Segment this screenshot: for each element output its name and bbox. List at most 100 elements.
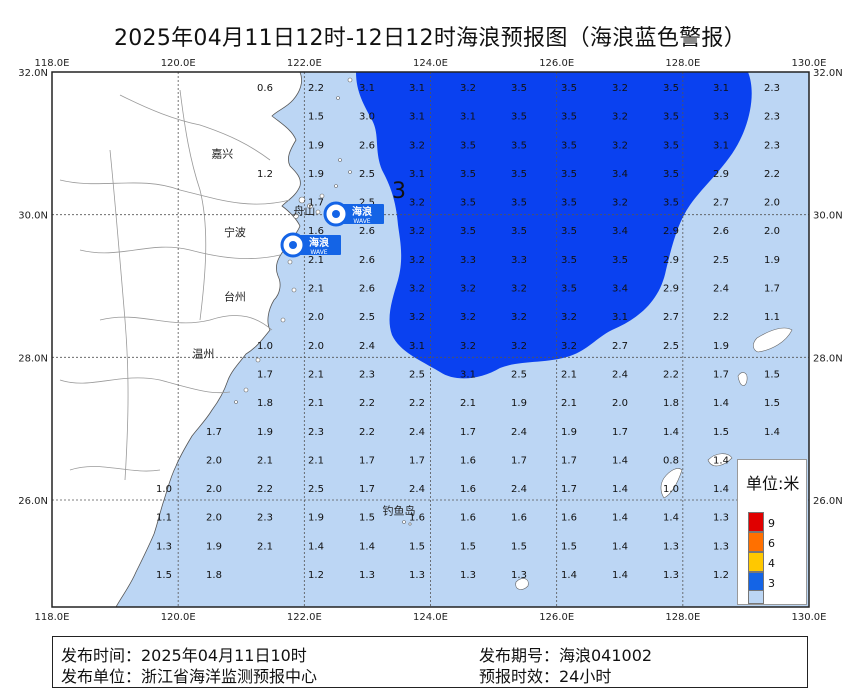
lat-tick-label: 26.0N: [18, 496, 48, 507]
wave-value: 3.3: [713, 112, 729, 123]
tick-labels: 118.0E 118.0E 120.0E 120.0E 122.0E 122.0E 124.…: [18, 58, 843, 623]
wave-value: 3.4: [612, 226, 628, 237]
wave-value: 3.2: [612, 83, 628, 94]
wave-value: 2.1: [561, 369, 577, 380]
lon-tick-label: 126.0E: [539, 612, 574, 623]
legend-label-3: 3: [768, 577, 775, 590]
warning-area-3m: [356, 72, 752, 379]
lat-tick-label: 32.0N: [813, 68, 843, 79]
wave-value: 1.9: [206, 541, 222, 552]
wave-value: 3.5: [460, 140, 476, 151]
wave-value: 3.3: [460, 255, 476, 266]
wave-value: 1.5: [156, 570, 172, 581]
legend-title: 单位:米: [746, 474, 800, 493]
wave-value: 1.9: [511, 398, 527, 409]
wave-value: 1.4: [713, 484, 729, 495]
wave-value: 3.2: [612, 198, 628, 209]
wave-value: 3.1: [460, 369, 476, 380]
wave-value: 1.3: [460, 570, 476, 581]
legend-label-6: 6: [768, 537, 775, 550]
wave-value: 3.2: [409, 226, 425, 237]
wave-value: 2.3: [359, 369, 375, 380]
wave-value: 1.3: [663, 570, 679, 581]
wave-value: 2.0: [308, 341, 324, 352]
wave-value: 3.5: [511, 112, 527, 123]
wave-value: 3.5: [561, 140, 577, 151]
wave-value: 2.2: [308, 83, 324, 94]
wave-value: 1.6: [460, 484, 476, 495]
wave-value: 3.4: [612, 284, 628, 295]
legend-swatch-4: [748, 552, 764, 572]
wave-value: 2.2: [409, 398, 425, 409]
wave-value: 3.1: [612, 312, 628, 323]
wave-value: 2.6: [359, 284, 375, 295]
wave-value: 2.1: [308, 255, 324, 266]
wave-value: 2.9: [663, 226, 679, 237]
wave-value: 3.5: [663, 83, 679, 94]
lat-tick-label: 28.0N: [18, 353, 48, 364]
wave-value: 3.1: [713, 140, 729, 151]
wave-value: 2.5: [359, 312, 375, 323]
legend-label-4: 4: [768, 557, 775, 570]
wave-value: 3.5: [460, 198, 476, 209]
svg-text:WAVE: WAVE: [353, 218, 370, 225]
wave-value: 1.7: [511, 455, 527, 466]
wave-value: 3.5: [561, 226, 577, 237]
lon-tick-label: 118.0E: [35, 58, 70, 69]
wave-value: 1.6: [561, 513, 577, 524]
lon-tick-label: 124.0E: [413, 612, 448, 623]
wave-value: 1.4: [764, 427, 780, 438]
wave-value: 1.4: [612, 455, 628, 466]
wave-value: 2.2: [257, 484, 273, 495]
wave-value: 1.7: [359, 484, 375, 495]
wave-value: 1.4: [612, 513, 628, 524]
wave-value: 1.5: [511, 541, 527, 552]
wave-value: 1.5: [409, 541, 425, 552]
wave-value: 1.9: [308, 169, 324, 180]
wave-value: 1.4: [561, 570, 577, 581]
wave-value: 1.8: [663, 398, 679, 409]
wave-value: 2.2: [663, 369, 679, 380]
wave-value: 3.5: [612, 255, 628, 266]
lon-tick-label: 128.0E: [665, 612, 700, 623]
lat-tick-label: 32.0N: [18, 68, 48, 79]
wave-value: 3.1: [359, 83, 375, 94]
wave-value: 1.5: [308, 112, 324, 123]
wave-value: 1.3: [156, 541, 172, 552]
wave-value: 2.2: [713, 312, 729, 323]
lon-tick-label: 120.0E: [161, 612, 196, 623]
wave-value: 1.7: [713, 369, 729, 380]
wave-value: 1.5: [764, 398, 780, 409]
release-time: 发布时间：2025年04月11日10时: [61, 646, 307, 665]
wave-value: 3.2: [409, 312, 425, 323]
wave-value: 1.2: [257, 169, 273, 180]
wave-value: 3.5: [460, 169, 476, 180]
wave-value: 2.4: [511, 484, 527, 495]
wave-value: 3.4: [612, 169, 628, 180]
wave-value: 2.7: [612, 341, 628, 352]
wave-value: 3.5: [511, 140, 527, 151]
wave-value: 3.1: [409, 341, 425, 352]
wave-value: 3.5: [511, 226, 527, 237]
wave-value: 2.0: [206, 484, 222, 495]
wave-value: 1.7: [612, 427, 628, 438]
wave-value: 1.4: [713, 455, 729, 466]
wave-value: 1.7: [460, 427, 476, 438]
wave-value: 1.5: [359, 513, 375, 524]
wave-value: 2.5: [359, 169, 375, 180]
wave-value: 3.3: [511, 255, 527, 266]
wave-value: 2.0: [764, 198, 780, 209]
place-label: 台州: [224, 289, 246, 303]
svg-text:WAVE: WAVE: [310, 249, 327, 256]
wave-value: 2.0: [612, 398, 628, 409]
legend-label-9: 9: [768, 517, 775, 530]
wave-value: 1.6: [460, 455, 476, 466]
wave-value: 2.7: [663, 312, 679, 323]
wave-value: 2.4: [409, 484, 425, 495]
wave-value: 1.8: [257, 398, 273, 409]
legend-swatch-9: [748, 512, 764, 532]
lon-tick-label: 118.0E: [35, 612, 70, 623]
wave-value: 2.0: [206, 513, 222, 524]
